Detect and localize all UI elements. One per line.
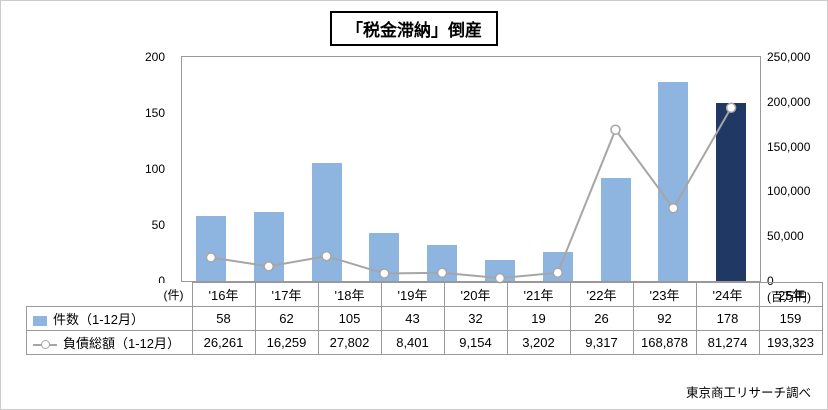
line-marker-'19年 bbox=[379, 268, 390, 279]
line-marker-'24年 bbox=[668, 202, 679, 214]
value-cell: 178 bbox=[695, 306, 760, 331]
right-axis: 0 50,000 100,000 150,000 200,000 250,000 bbox=[767, 51, 827, 287]
debt-line bbox=[210, 107, 732, 280]
value-cell: 8,401 bbox=[380, 330, 445, 355]
bar-'23年 bbox=[600, 178, 631, 281]
year-header-cell: '20年 bbox=[443, 282, 508, 307]
line-marker-'22年 bbox=[552, 267, 563, 278]
data-table-body: (件) '16年 '17年 '18年 '19年 '20年 '21年 '22年 '23年 '24年 '… bbox=[26, 282, 823, 355]
bar-'21年 bbox=[484, 260, 515, 281]
right-axis-tick-label: 50,000 bbox=[767, 229, 804, 244]
legend-label-cell: 負債総額（1-12月） bbox=[26, 330, 193, 355]
value-cell: 62 bbox=[254, 306, 319, 331]
year-header-cell: '19年 bbox=[380, 282, 445, 307]
value-cell: 168,878 bbox=[632, 330, 697, 355]
bar-series-legend-icon bbox=[33, 315, 47, 326]
year-header-cell: '22年 bbox=[569, 282, 634, 307]
line-marker-'17年 bbox=[263, 261, 274, 272]
line-marker-'20年 bbox=[436, 267, 448, 279]
legend-label-cell: 件数（1-12月） bbox=[26, 306, 193, 331]
legend-label: 件数（1-12月） bbox=[53, 312, 145, 327]
plot-area bbox=[181, 56, 761, 284]
legend-label: 負債総額（1-12月） bbox=[63, 336, 181, 351]
line-marker-'16年 bbox=[205, 252, 217, 263]
left-axis-tick-label: 0 bbox=[158, 274, 165, 288]
chart-title: 「税金滞納」倒産 bbox=[330, 11, 498, 46]
table-row-years: (件) '16年 '17年 '18年 '19年 '20年 '21年 '22年 '23年 '24年 '… bbox=[26, 282, 823, 307]
left-axis-tick-label: 50 bbox=[151, 218, 165, 232]
line-marker-'25年 bbox=[725, 102, 737, 114]
right-axis-tick-label: 100,000 bbox=[767, 184, 811, 199]
source-note: 東京商工リサーチ調べ bbox=[685, 386, 811, 400]
value-cell: 16,259 bbox=[254, 330, 319, 355]
value-cell: 159 bbox=[758, 306, 823, 331]
line-marker-'18年 bbox=[321, 250, 332, 262]
bar-'24年 bbox=[658, 82, 689, 281]
line-layer bbox=[205, 102, 737, 284]
value-cell: 26,261 bbox=[191, 330, 256, 355]
value-cell: 32 bbox=[443, 306, 508, 331]
value-cell: 19 bbox=[506, 306, 571, 331]
line-marker-icon bbox=[41, 339, 50, 349]
year-header-cell: '21年 bbox=[506, 282, 571, 307]
value-cell: 26 bbox=[569, 306, 634, 331]
value-cell: 58 bbox=[191, 306, 256, 331]
line-marker-'23年 bbox=[610, 124, 621, 135]
value-cell: 105 bbox=[317, 306, 382, 331]
left-axis-tick-label: 100 bbox=[144, 162, 165, 176]
right-axis-tick-label: 200,000 bbox=[767, 94, 811, 109]
left-axis-tick-label: 200 bbox=[144, 50, 165, 64]
value-cell: 193,323 bbox=[758, 330, 823, 355]
value-cell: 9,154 bbox=[443, 330, 508, 355]
table-row: 負債総額（1-12月） 26,261 16,259 27,802 8,401 9,154 3… bbox=[26, 330, 823, 355]
value-cell: 81,274 bbox=[695, 330, 760, 355]
year-header-cell: '18年 bbox=[317, 282, 382, 307]
right-axis-tick-label: 150,000 bbox=[767, 139, 811, 154]
line-series-legend-icon bbox=[33, 339, 57, 350]
year-header-cell: '17年 bbox=[254, 282, 319, 307]
right-axis-tick-label: 0 bbox=[767, 274, 774, 288]
right-axis-tick-label: 250,000 bbox=[767, 50, 811, 64]
year-header-cell: '16年 bbox=[191, 282, 256, 307]
table-row: 件数（1-12月） 58 62 105 43 32 19 26 92 178 159 bbox=[26, 306, 823, 331]
left-axis-tick-label: 150 bbox=[144, 106, 165, 120]
year-header-cell: '24年 bbox=[695, 282, 760, 307]
year-header-cell: '25年 bbox=[758, 282, 823, 307]
left-axis: 0 50 100 150 200 bbox=[1, 51, 173, 287]
year-header-cell: '23年 bbox=[632, 282, 697, 307]
bar-'16年 bbox=[195, 216, 226, 281]
value-cell: 3,202 bbox=[506, 330, 571, 355]
value-cell: 43 bbox=[380, 306, 445, 331]
left-axis-unit-label: (件) bbox=[26, 282, 193, 307]
value-cell: 92 bbox=[632, 306, 697, 331]
value-cell: 9,317 bbox=[569, 330, 634, 355]
value-cell: 27,802 bbox=[317, 330, 382, 355]
bar-'25年 bbox=[716, 103, 747, 281]
data-table: (件) '16年 '17年 '18年 '19年 '20年 '21年 '22年 '23年 '24年 '… bbox=[26, 282, 823, 355]
